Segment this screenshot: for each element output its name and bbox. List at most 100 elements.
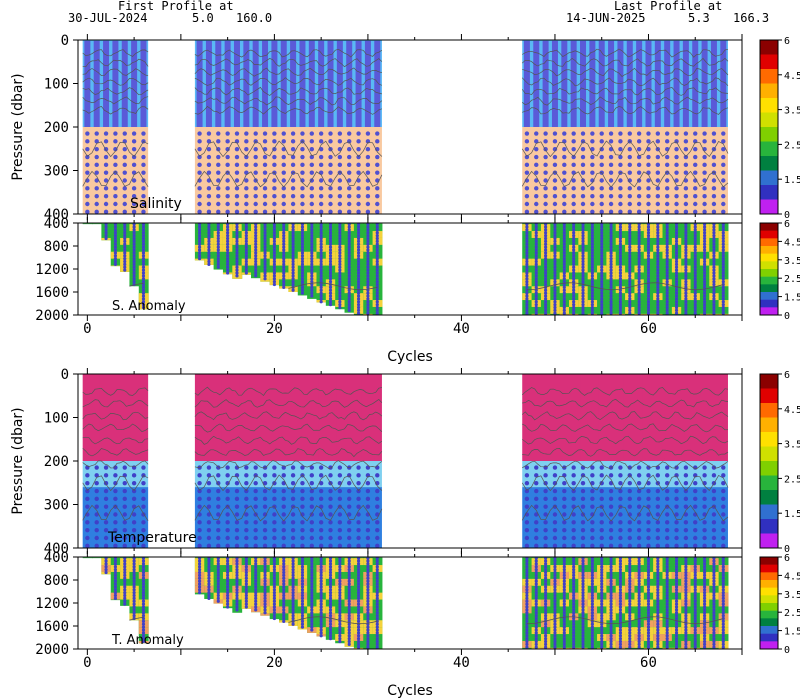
sample-dot: [318, 496, 324, 502]
sample-dot: [693, 593, 697, 598]
contour-line: [194, 106, 383, 115]
sample-dot: [113, 543, 118, 548]
sample-dot: [141, 593, 146, 598]
sample-dot: [225, 473, 230, 478]
sample-dot: [207, 225, 211, 229]
sample-dot: [282, 619, 286, 624]
contour-line: [521, 57, 729, 67]
sample-dot: [113, 565, 118, 569]
sample-dot: [702, 297, 707, 301]
sample-dot: [627, 131, 632, 136]
sample-dot: [263, 573, 267, 578]
sample-dot: [534, 254, 538, 258]
sample-dot: [375, 248, 379, 252]
sample-dot: [291, 582, 295, 586]
sample-dot: [207, 593, 211, 598]
sample-dot: [628, 236, 632, 241]
sample-dot: [580, 146, 586, 152]
sample-dot: [338, 628, 342, 632]
sample-dot: [235, 562, 239, 566]
sample-dot: [328, 242, 333, 246]
sample-dot: [702, 645, 707, 649]
sample-dot: [712, 596, 716, 601]
sample-dot: [628, 248, 632, 252]
sample-dot: [674, 614, 679, 618]
sample-dot: [328, 262, 333, 266]
sample-dot: [318, 178, 324, 183]
sample-dot: [646, 282, 651, 287]
sample-dot: [337, 209, 343, 214]
sample-dot: [244, 582, 248, 586]
sample-dot: [609, 619, 613, 624]
sample-dot: [618, 570, 623, 575]
sample-dot: [581, 223, 585, 226]
sample-dot: [702, 628, 707, 632]
sample-dot: [553, 285, 557, 289]
sample-dot: [300, 201, 305, 207]
sample-dot: [674, 288, 679, 292]
sample-dot: [318, 465, 324, 470]
profile-stripe: [561, 374, 568, 459]
sample-dot: [113, 570, 118, 575]
sample-dot: [356, 271, 361, 275]
sample-dot: [534, 628, 538, 632]
sample-dot: [141, 628, 146, 632]
sample-dot: [562, 303, 566, 307]
sample-dot: [721, 251, 725, 255]
sample-dot: [338, 242, 342, 246]
sample-dot: [665, 231, 669, 235]
sample-dot: [552, 178, 558, 183]
sample-dot: [646, 154, 651, 160]
sample-dot: [347, 642, 351, 647]
sample-dot: [618, 496, 623, 502]
sample-dot: [365, 170, 371, 175]
sample-dot: [534, 236, 538, 241]
sample-dot: [581, 231, 585, 235]
sample-dot: [525, 262, 529, 266]
sample-dot: [572, 634, 576, 638]
sample-dot: [693, 628, 697, 632]
sample-dot: [693, 285, 697, 289]
sample-dot: [562, 579, 566, 583]
sample-dot: [572, 631, 576, 635]
sample-dot: [590, 480, 595, 486]
sample-dot: [646, 568, 651, 572]
sample-dot: [366, 274, 370, 278]
sample-dot: [618, 277, 623, 281]
sample-dot: [590, 259, 594, 264]
sample-dot: [693, 465, 698, 470]
sample-dot: [618, 614, 623, 618]
sample-dot: [525, 602, 529, 606]
sample-dot: [319, 568, 323, 572]
sample-dot: [580, 543, 586, 548]
sample-dot: [721, 611, 725, 615]
sample-dot: [600, 303, 604, 307]
sample-dot: [581, 634, 585, 638]
sample-dot: [599, 465, 604, 470]
sample-dot: [113, 512, 118, 517]
sample-dot: [356, 496, 361, 502]
sample-dot: [197, 588, 202, 592]
sample-dot: [581, 225, 585, 229]
sample-dot: [599, 543, 604, 548]
sample-dot: [300, 257, 305, 261]
sample-dot: [572, 305, 576, 310]
sample-dot: [291, 225, 295, 229]
x-tick-label: 40: [453, 655, 470, 671]
sample-dot: [337, 162, 343, 168]
sample-dot: [572, 579, 576, 583]
sample-dot: [85, 496, 90, 502]
sample-dot: [609, 300, 613, 304]
sample-dot: [141, 576, 146, 580]
sample-dot: [674, 480, 679, 486]
sample-dot: [347, 639, 351, 644]
sample-dot: [300, 170, 305, 175]
sample-dot: [655, 178, 661, 183]
sample-dot: [206, 146, 212, 152]
sample-dot: [291, 282, 295, 287]
sample-dot: [534, 588, 538, 592]
sample-dot: [291, 576, 295, 580]
sample-dot: [721, 271, 725, 275]
sample-dot: [581, 271, 585, 275]
sample-dot: [318, 131, 324, 136]
